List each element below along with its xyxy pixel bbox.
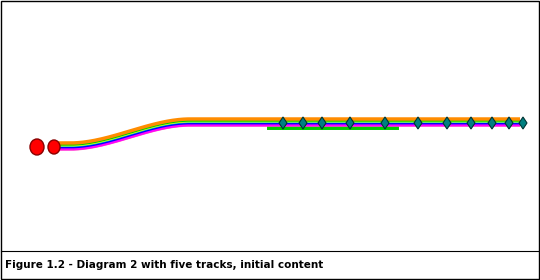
Polygon shape	[488, 117, 496, 129]
Polygon shape	[381, 117, 389, 129]
Polygon shape	[443, 117, 451, 129]
Polygon shape	[318, 117, 326, 129]
Polygon shape	[519, 117, 527, 129]
Polygon shape	[346, 117, 354, 129]
Ellipse shape	[48, 140, 60, 154]
Polygon shape	[299, 117, 307, 129]
Polygon shape	[505, 117, 513, 129]
Text: Figure 1.2 - Diagram 2 with five tracks, initial content: Figure 1.2 - Diagram 2 with five tracks,…	[5, 260, 323, 270]
Polygon shape	[467, 117, 475, 129]
Polygon shape	[279, 117, 287, 129]
Ellipse shape	[30, 139, 44, 155]
Polygon shape	[414, 117, 422, 129]
